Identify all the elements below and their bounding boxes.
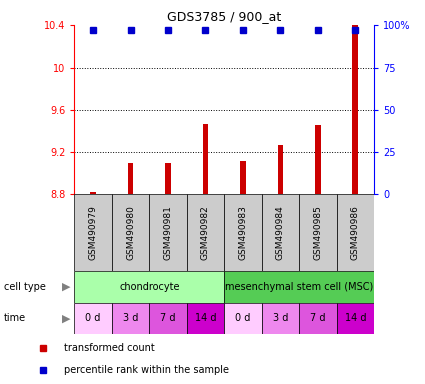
Text: percentile rank within the sample: percentile rank within the sample [64,365,229,375]
Bar [240,161,246,194]
Text: time: time [4,313,26,323]
Text: GSM490982: GSM490982 [201,205,210,260]
Text: GSM490981: GSM490981 [164,205,173,260]
Bar [112,303,149,334]
Text: GSM490985: GSM490985 [313,205,322,260]
Bar [112,194,149,271]
Text: transformed count: transformed count [64,343,155,353]
Bar [352,23,358,194]
Text: cell type: cell type [4,282,46,292]
Text: GSM490984: GSM490984 [276,205,285,260]
Bar [74,194,112,271]
Text: chondrocyte: chondrocyte [119,282,179,292]
Bar [262,303,299,334]
Text: 14 d: 14 d [345,313,366,323]
Bar [337,194,374,271]
Bar [149,303,187,334]
Text: 3 d: 3 d [273,313,288,323]
Bar [299,194,337,271]
Bar [203,124,208,194]
Bar [224,271,374,303]
Text: GSM490986: GSM490986 [351,205,360,260]
Text: GSM490979: GSM490979 [88,205,98,260]
Bar [278,145,283,194]
Text: ▶: ▶ [62,282,70,292]
Text: 0 d: 0 d [85,313,101,323]
Title: GDS3785 / 900_at: GDS3785 / 900_at [167,10,281,23]
Bar [74,271,224,303]
Bar [262,194,299,271]
Bar [165,163,171,194]
Text: 7 d: 7 d [160,313,176,323]
Text: 14 d: 14 d [195,313,216,323]
Text: 3 d: 3 d [123,313,138,323]
Bar [315,125,320,194]
Bar [224,303,262,334]
Bar [224,194,262,271]
Bar [299,303,337,334]
Bar [187,303,224,334]
Text: ▶: ▶ [62,313,70,323]
Text: 7 d: 7 d [310,313,326,323]
Text: mesenchymal stem cell (MSC): mesenchymal stem cell (MSC) [225,282,373,292]
Text: 0 d: 0 d [235,313,251,323]
Bar [337,303,374,334]
Bar [187,194,224,271]
Bar [128,163,133,194]
Text: GSM490980: GSM490980 [126,205,135,260]
Bar [90,192,96,194]
Bar [74,303,112,334]
Text: GSM490983: GSM490983 [238,205,247,260]
Bar [149,194,187,271]
